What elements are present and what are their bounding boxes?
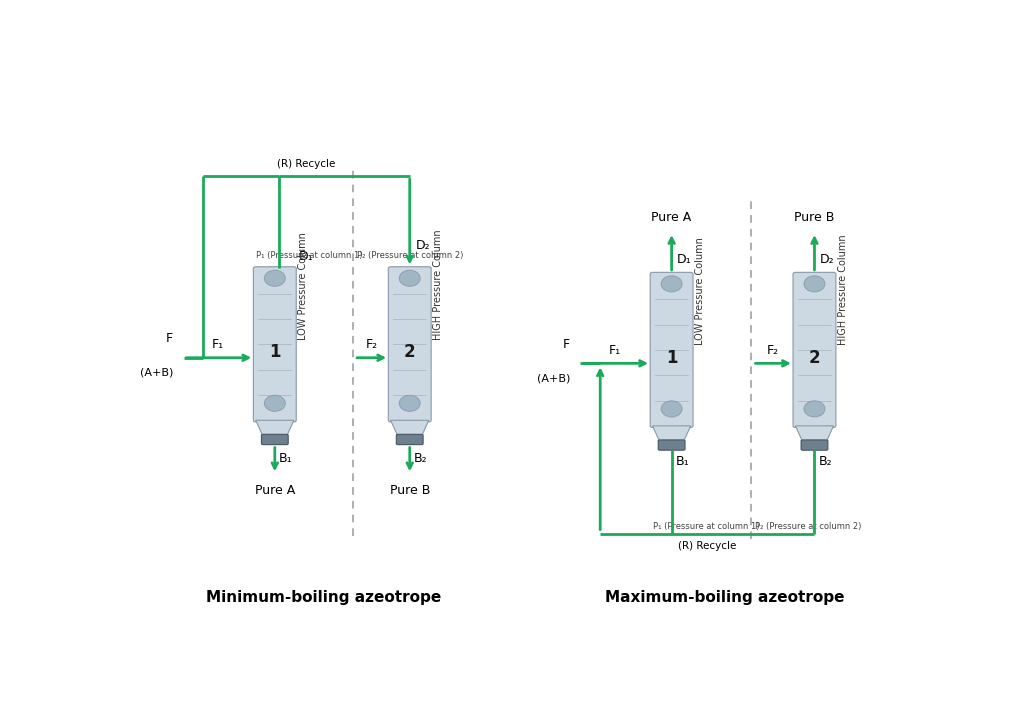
Text: LOW Pressure Column: LOW Pressure Column [695, 238, 706, 346]
Ellipse shape [264, 270, 286, 286]
Text: P₂ (Pressure at column 2): P₂ (Pressure at column 2) [755, 522, 861, 531]
FancyBboxPatch shape [801, 440, 827, 450]
Text: (R) Recycle: (R) Recycle [678, 541, 736, 551]
Ellipse shape [399, 270, 420, 286]
Text: Maximum-boiling azeotrope: Maximum-boiling azeotrope [605, 590, 845, 605]
Text: LOW Pressure Column: LOW Pressure Column [298, 232, 308, 340]
Text: B₂: B₂ [414, 452, 427, 465]
Text: F₁: F₁ [212, 338, 223, 351]
Text: B₂: B₂ [818, 455, 833, 468]
Polygon shape [796, 426, 834, 442]
FancyBboxPatch shape [261, 434, 288, 444]
Text: F₁: F₁ [608, 344, 621, 357]
Text: Minimum-boiling azeotrope: Minimum-boiling azeotrope [207, 590, 441, 605]
Ellipse shape [804, 401, 825, 417]
Text: Pure A: Pure A [651, 211, 692, 224]
Text: B₁: B₁ [279, 452, 293, 465]
Polygon shape [391, 420, 429, 436]
Text: D₂: D₂ [820, 252, 835, 265]
Text: F₂: F₂ [366, 338, 378, 351]
Text: (A+B): (A+B) [140, 368, 173, 378]
Ellipse shape [264, 395, 286, 411]
Text: (A+B): (A+B) [537, 373, 570, 384]
Text: D₂: D₂ [416, 239, 430, 252]
Text: 2: 2 [809, 349, 820, 367]
FancyBboxPatch shape [396, 434, 423, 444]
Text: B₁: B₁ [676, 455, 689, 468]
Ellipse shape [804, 276, 825, 292]
Text: HIGH Pressure Column: HIGH Pressure Column [433, 229, 443, 340]
Text: D₁: D₁ [677, 252, 692, 265]
Polygon shape [256, 420, 294, 436]
Text: P₁ (Pressure at column 1): P₁ (Pressure at column 1) [256, 251, 362, 260]
Text: F: F [166, 333, 173, 346]
Text: P₁ (Pressure at column 1): P₁ (Pressure at column 1) [652, 522, 759, 531]
Text: 2: 2 [403, 344, 416, 361]
Text: D₁: D₁ [298, 250, 313, 263]
FancyBboxPatch shape [388, 267, 431, 422]
Text: (R) Recycle: (R) Recycle [278, 159, 336, 169]
Text: P₂ (Pressure at column 2): P₂ (Pressure at column 2) [356, 251, 463, 260]
Ellipse shape [662, 401, 682, 417]
Ellipse shape [399, 395, 420, 411]
Text: Pure A: Pure A [255, 484, 295, 497]
Text: Pure B: Pure B [389, 484, 430, 497]
Text: Pure B: Pure B [795, 211, 835, 224]
FancyBboxPatch shape [658, 440, 685, 450]
Text: F₂: F₂ [767, 344, 779, 357]
FancyBboxPatch shape [793, 273, 836, 428]
Ellipse shape [662, 276, 682, 292]
Text: F: F [563, 338, 570, 351]
Text: 1: 1 [666, 349, 677, 367]
Text: HIGH Pressure Column: HIGH Pressure Column [838, 235, 848, 346]
FancyBboxPatch shape [253, 267, 296, 422]
FancyBboxPatch shape [650, 273, 693, 428]
Polygon shape [652, 426, 690, 442]
Text: 1: 1 [269, 344, 281, 361]
